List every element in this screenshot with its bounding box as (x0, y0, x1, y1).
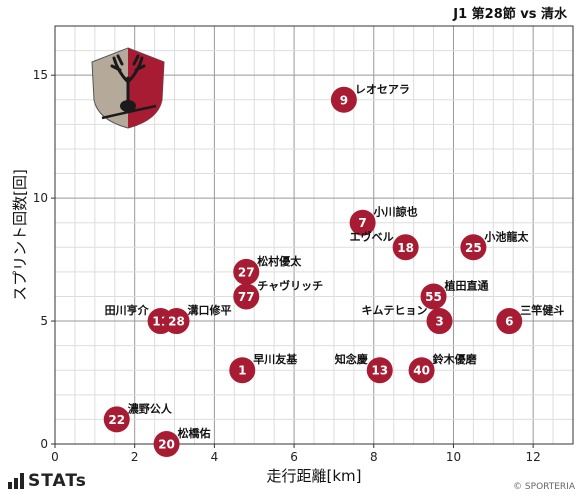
x-tick-label: 0 (51, 450, 59, 464)
point-number: 28 (168, 315, 185, 329)
point-number: 27 (238, 265, 255, 279)
point-player-name: 濃野公人 (128, 401, 173, 415)
player-point: 6 三竿健斗 (496, 303, 564, 335)
point-number: 22 (108, 413, 125, 427)
point-player-name: エヴベル (350, 229, 394, 243)
point-number: 18 (397, 241, 414, 255)
plot-frame (54, 25, 574, 445)
point-player-name: 小池龍太 (483, 229, 529, 243)
x-axis-label: 走行距離[km] (266, 467, 361, 485)
x-tick-label: 6 (290, 450, 298, 464)
x-tick-label: 2 (131, 450, 139, 464)
point-player-name: 田川亨介 (105, 303, 150, 317)
point-number: 9 (340, 93, 348, 107)
y-tick-label: 5 (40, 314, 48, 328)
point-marker (233, 283, 260, 310)
point-player-name: 松村優太 (257, 254, 302, 268)
point-marker (408, 357, 435, 384)
stats-bars-icon (8, 473, 24, 489)
point-player-name: レオセアラ (355, 83, 410, 96)
point-number: 3 (435, 315, 443, 329)
data-points: 9レオセアラ7小川諒也18エヴベル25小池龍太27松村優太77チャヴリッチ55植… (103, 83, 564, 457)
point-marker (496, 308, 523, 335)
point-player-name: 溝口修平 (188, 303, 232, 317)
point-number: 1 (238, 364, 246, 378)
point-player-name: 早川友基 (253, 352, 298, 366)
point-marker (233, 258, 260, 285)
point-number: 77 (238, 290, 255, 304)
y-tick-label: 15 (33, 68, 48, 82)
point-player-name: 小川諒也 (373, 205, 418, 219)
point-player-name: 三竿健斗 (520, 303, 564, 317)
point-player-name: 知念慶 (334, 352, 368, 366)
point-player-name: チャヴリッチ (257, 278, 323, 292)
player-point: 3 キムテヒョン (362, 304, 453, 335)
point-marker (349, 209, 376, 236)
point-marker (229, 357, 256, 384)
point-number: 25 (465, 241, 482, 255)
point-marker (330, 86, 357, 113)
player-point: 7 小川諒也 (349, 205, 418, 236)
x-tick-label: 4 (211, 450, 219, 464)
y-tick-label: 10 (33, 191, 48, 205)
point-number: 40 (413, 364, 430, 378)
x-tick-label: 8 (370, 450, 378, 464)
point-number: 55 (425, 290, 442, 304)
player-point: 1 早川友基 (229, 352, 298, 384)
point-marker (392, 234, 419, 261)
x-tick-label: 10 (446, 450, 461, 464)
x-tick-label: 12 (526, 450, 541, 464)
point-player-name: 松橋佑 (178, 426, 211, 440)
chart-title: J1 第28節 vs 清水 (452, 6, 568, 22)
point-player-name: 鈴木優磨 (433, 352, 478, 366)
stats-logo: STATs (8, 471, 87, 491)
point-number: 7 (358, 216, 366, 230)
y-tick-label: 0 (40, 437, 48, 451)
stats-logo-text: STATs (28, 471, 87, 491)
point-player-name: 植田直通 (444, 278, 489, 292)
point-player-name: キムテヒョン (362, 304, 428, 317)
point-number: 20 (158, 438, 175, 452)
point-marker (103, 406, 130, 433)
point-marker (153, 431, 180, 457)
point-number: 13 (371, 364, 388, 378)
point-marker (426, 308, 453, 335)
club-crest-icon (91, 47, 165, 129)
point-marker (366, 357, 393, 384)
point-marker (460, 234, 487, 261)
point-marker (420, 283, 447, 310)
point-number: 6 (505, 315, 513, 329)
player-point: 9 レオセアラ (330, 83, 410, 113)
y-axis-label: スプリント回数[回] (11, 169, 29, 301)
copyright-credit: © SPORTERIA (513, 482, 575, 492)
point-marker (163, 308, 190, 335)
